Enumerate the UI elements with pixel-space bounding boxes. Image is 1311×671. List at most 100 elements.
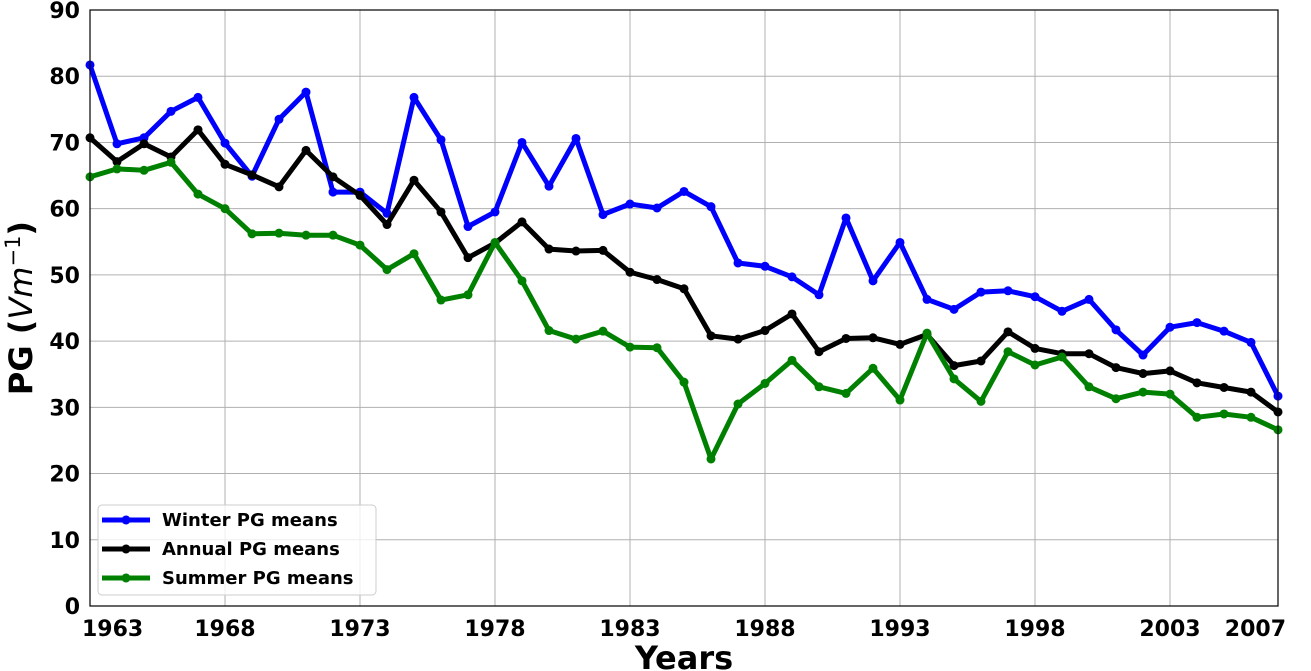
data-point	[1057, 352, 1067, 362]
data-point	[706, 454, 716, 464]
data-point	[1111, 394, 1121, 404]
legend-box	[97, 504, 377, 596]
data-point	[409, 92, 419, 102]
data-point	[463, 290, 473, 300]
data-point	[274, 182, 284, 192]
x-tick-label: 1963	[82, 617, 143, 642]
data-point	[382, 208, 392, 218]
data-point	[652, 203, 662, 213]
legend-swatch-marker	[121, 573, 131, 583]
y-tick-label: 40	[49, 330, 80, 355]
data-point	[1030, 343, 1040, 353]
data-point	[922, 328, 932, 338]
data-point	[301, 87, 311, 97]
data-point	[1192, 378, 1202, 388]
x-tick-label: 1968	[194, 617, 255, 642]
data-point	[976, 396, 986, 406]
data-point	[1084, 382, 1094, 392]
data-point	[1084, 294, 1094, 304]
data-point	[922, 294, 932, 304]
data-point	[1138, 350, 1148, 360]
data-point	[112, 139, 122, 149]
data-point	[652, 343, 662, 353]
data-point	[652, 275, 662, 285]
y-tick-label: 90	[49, 0, 80, 24]
y-tick-label: 20	[49, 463, 80, 488]
x-tick-label: 1973	[329, 617, 390, 642]
data-point	[490, 237, 500, 247]
data-point	[463, 253, 473, 263]
data-point	[571, 133, 581, 143]
data-point	[814, 382, 824, 392]
x-tick-label: 1983	[599, 617, 660, 642]
data-point	[868, 333, 878, 343]
x-tick-label: 2003	[1139, 617, 1200, 642]
data-point	[814, 347, 824, 357]
data-point	[544, 326, 554, 336]
data-point	[436, 207, 446, 217]
data-point	[787, 272, 797, 282]
data-point	[625, 267, 635, 277]
series-2	[85, 125, 1283, 417]
data-point	[247, 170, 257, 180]
data-point	[463, 222, 473, 232]
data-point	[706, 202, 716, 212]
tick-labels: 1963 1968 1973 1978 1983 1988 1993 1998 2003 2007…	[49, 0, 1286, 642]
data-point	[1192, 318, 1202, 328]
data-point	[841, 388, 851, 398]
data-point	[1030, 360, 1040, 370]
data-point	[625, 199, 635, 209]
legend: Winter PG means Annual PG means Summer PG …	[97, 504, 377, 596]
data-point	[733, 399, 743, 409]
data-point	[544, 181, 554, 191]
series-1	[85, 60, 1283, 401]
series-lines	[85, 60, 1283, 464]
y-tick-label: 80	[49, 65, 80, 90]
data-point	[841, 213, 851, 223]
y-tick-label: 60	[49, 198, 80, 223]
data-point	[760, 378, 770, 388]
y-axis-title: PG (Vm−1)	[1, 221, 40, 395]
data-point	[949, 374, 959, 384]
legend-swatch-marker	[121, 544, 131, 554]
legend-swatch-marker	[121, 515, 131, 525]
series-line	[88, 127, 1280, 415]
data-point	[247, 229, 257, 239]
data-point	[1111, 325, 1121, 335]
y-tick-label: 70	[49, 131, 80, 156]
legend-entry-label: Annual PG means	[162, 539, 340, 560]
data-point	[517, 137, 527, 147]
data-point	[436, 135, 446, 145]
data-point	[598, 210, 608, 220]
data-point	[679, 186, 689, 196]
data-point	[1246, 412, 1256, 422]
data-point	[328, 230, 338, 240]
data-point	[517, 217, 527, 227]
data-point	[895, 395, 905, 405]
legend-entry-label: Summer PG means	[162, 568, 354, 589]
data-point	[274, 114, 284, 124]
data-point	[868, 363, 878, 373]
data-point	[220, 159, 230, 169]
data-point	[409, 175, 419, 185]
data-point	[1003, 286, 1013, 296]
data-point	[166, 106, 176, 116]
data-point	[382, 220, 392, 230]
data-point	[976, 287, 986, 297]
data-point	[895, 339, 905, 349]
legend-entry-label: Winter PG means	[162, 510, 338, 531]
data-point	[220, 204, 230, 214]
data-point	[1246, 387, 1256, 397]
x-tick-label: 1993	[869, 617, 930, 642]
data-point	[706, 331, 716, 341]
data-point	[220, 138, 230, 148]
data-point	[166, 157, 176, 167]
data-point	[1003, 327, 1013, 337]
data-point	[274, 228, 284, 238]
data-point	[760, 261, 770, 271]
data-point	[1219, 326, 1229, 336]
data-point	[868, 276, 878, 286]
data-point	[301, 145, 311, 155]
x-tick-label: 2007	[1225, 617, 1286, 642]
